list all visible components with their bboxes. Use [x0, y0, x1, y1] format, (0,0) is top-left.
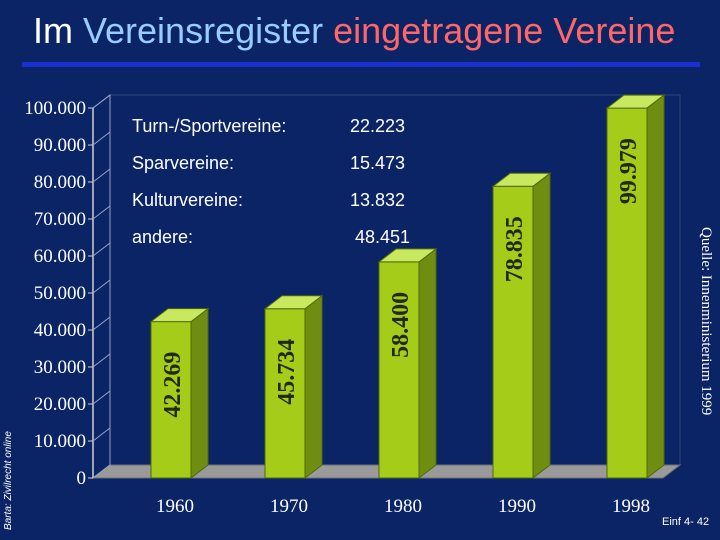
bar — [264, 308, 306, 479]
slide-footer: Einf 4- 42 — [662, 516, 710, 528]
title-part-3: eingetragene Vereine — [323, 10, 676, 51]
y-tick-diagonal — [92, 316, 111, 331]
source-note: Quelle: Innenministerium 1999 — [698, 227, 714, 416]
breakdown-row: andere: 48.451 — [132, 227, 410, 247]
bar-data-label: 99.979 — [616, 138, 642, 204]
y-tick-label: 40.000 — [34, 320, 86, 341]
breakdown-value: 22.223 — [350, 116, 405, 136]
bar-top — [605, 94, 666, 109]
y-tick-diagonal — [92, 279, 111, 294]
y-tick-diagonal — [92, 427, 111, 442]
y-tick-label: 10.000 — [34, 431, 86, 452]
bar-group: 58.400 — [377, 247, 438, 480]
bar — [150, 321, 192, 479]
breakdown-value: 48.451 — [355, 227, 410, 247]
bar-data-label: 42.269 — [160, 352, 186, 418]
breakdown-label: Sparvereine: — [132, 153, 234, 173]
y-tick-diagonal — [92, 353, 111, 368]
bar-group: 42.269 — [149, 307, 210, 480]
bar-side — [304, 294, 323, 480]
breakdown-label: Kulturvereine: — [132, 190, 243, 210]
breakdown-row: Turn-/Sportvereine: 22.223 — [132, 116, 405, 136]
bar-group: 78.835 — [491, 172, 552, 480]
bar-data-label: 45.734 — [274, 339, 300, 405]
bar-top — [377, 248, 438, 263]
x-tick-label: 1970 — [270, 496, 308, 517]
bar-group: 99.979 — [605, 94, 666, 480]
breakdown-label: Turn-/Sportvereine: — [132, 116, 286, 136]
breakdown-legend: Turn-/Sportvereine: 22.223 Sparvereine: 15.… — [132, 116, 410, 247]
bars-layer: 42.269 45.734 58.400 78.835 99.979 — [149, 94, 666, 480]
breakdown-value: 15.473 — [350, 153, 405, 173]
y-tick-diagonal — [92, 168, 111, 183]
breakdown-row: Kulturvereine: 13.832 — [132, 190, 405, 210]
bar-group: 45.734 — [263, 294, 324, 480]
bar-top — [149, 308, 210, 323]
author-credit: Barta: Zivilrecht online — [3, 431, 14, 530]
bar-side — [418, 247, 437, 480]
y-tick-label: 0 — [77, 468, 87, 489]
y-tick-label: 20.000 — [34, 394, 86, 415]
x-tick-label: 1960 — [156, 496, 194, 517]
y-tick-label: 90.000 — [34, 135, 86, 156]
bar-top — [263, 295, 324, 310]
y-tick-diagonal — [92, 131, 111, 146]
title-part-1: Im — [33, 10, 83, 51]
bar-side — [646, 94, 665, 480]
slide-title: Im Vereinsregister eingetragene Vereine — [33, 10, 675, 52]
title-part-2: Vereinsregister — [83, 10, 324, 51]
x-tick-label: 1980 — [384, 496, 422, 517]
bar — [378, 261, 420, 479]
breakdown-label: andere: — [132, 227, 193, 247]
breakdown-row: Sparvereine: 15.473 — [132, 153, 405, 173]
y-tick-label: 30.000 — [34, 357, 86, 378]
y-tick-label: 100.000 — [24, 98, 86, 119]
y-tick-diagonal — [92, 242, 111, 257]
y-tick-diagonal — [92, 205, 111, 220]
bar-top — [491, 172, 552, 187]
x-tick-label: 1990 — [498, 496, 536, 517]
title-underline — [22, 62, 700, 67]
y-tick-diagonal — [92, 94, 111, 109]
bar-side — [532, 172, 551, 480]
breakdown-value: 13.832 — [350, 190, 405, 210]
y-tick-label: 80.000 — [34, 172, 86, 193]
y-tick-diagonal — [92, 464, 111, 479]
bar — [606, 107, 648, 479]
x-tick-label: 1998 — [612, 496, 650, 517]
bar-side — [190, 307, 209, 480]
y-tick-diagonal — [92, 390, 111, 405]
y-tick-label: 50.000 — [34, 283, 86, 304]
y-tick-label: 60.000 — [34, 246, 86, 267]
y-tick-label: 70.000 — [34, 209, 86, 230]
bar-data-label: 78.835 — [502, 216, 528, 282]
bar — [492, 185, 534, 479]
bar-data-label: 58.400 — [388, 292, 414, 358]
